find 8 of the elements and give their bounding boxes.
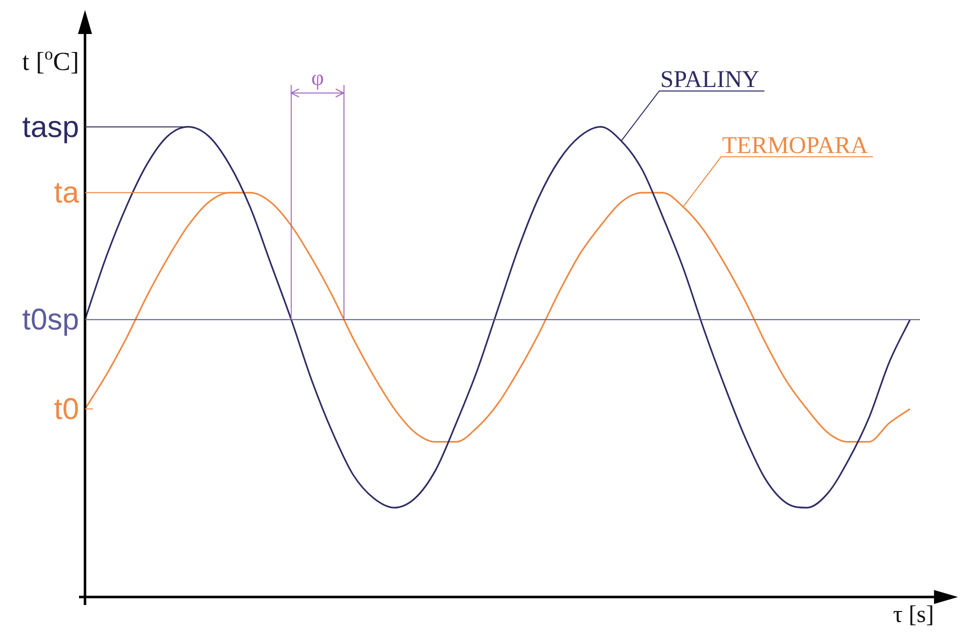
text: SPALINY [660, 66, 760, 93]
ref-line-label: t0 [54, 392, 80, 426]
ref-line-label: ta [54, 176, 80, 210]
x-axis-title: τ [s] [893, 602, 934, 628]
ref-line-label: tasp [22, 110, 80, 144]
ref-line-label: t0sp [22, 304, 80, 337]
text: φ [311, 65, 324, 90]
text: TERMOPARA [722, 132, 869, 159]
